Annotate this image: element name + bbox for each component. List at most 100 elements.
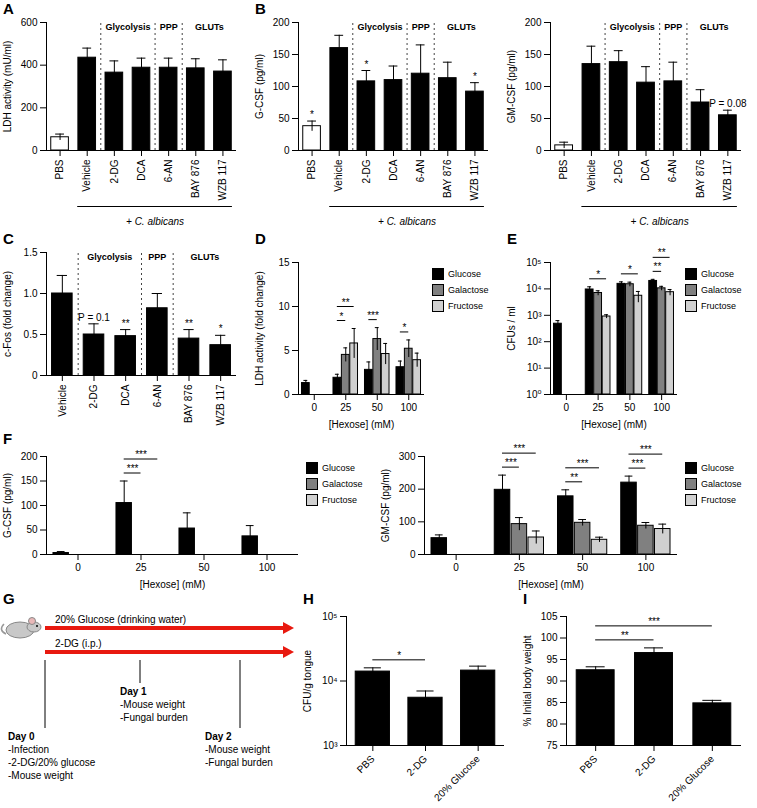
svg-text:2-DG (i.p.): 2-DG (i.p.) — [55, 638, 102, 649]
svg-text:PBS: PBS — [577, 753, 599, 775]
svg-text:**: ** — [342, 297, 350, 308]
svg-text:GM-CSF (pg/ml): GM-CSF (pg/ml) — [380, 469, 391, 542]
svg-text:10⁴: 10⁴ — [322, 675, 337, 686]
svg-text:Day 0: Day 0 — [8, 731, 35, 742]
svg-text:0: 0 — [32, 145, 38, 156]
svg-text:**: ** — [653, 261, 661, 272]
svg-text:**: ** — [570, 472, 578, 483]
svg-text:CFUs / ml: CFUs / ml — [506, 306, 517, 350]
svg-text:2-DG: 2-DG — [404, 753, 429, 778]
svg-text:Glycolysis: Glycolysis — [610, 22, 655, 32]
svg-text:WZB 117: WZB 117 — [469, 159, 480, 200]
svg-text:0: 0 — [536, 145, 542, 156]
svg-text:Vehicle: Vehicle — [57, 384, 68, 417]
svg-text:200: 200 — [525, 17, 542, 28]
svg-text:90: 90 — [546, 675, 558, 686]
svg-text:PPP: PPP — [148, 252, 166, 262]
svg-text:85: 85 — [546, 697, 558, 708]
svg-text:GLUTs: GLUTs — [700, 22, 729, 32]
svg-text:P = 0.1: P = 0.1 — [78, 312, 110, 323]
svg-text:GLUTs: GLUTs — [447, 22, 476, 32]
svg-text:LDH activity (fold change): LDH activity (fold change) — [254, 271, 265, 386]
svg-text:10⁰: 10⁰ — [526, 389, 541, 400]
svg-text:6-AN: 6-AN — [667, 160, 678, 183]
svg-text:-Fungal burden: -Fungal burden — [205, 757, 273, 768]
svg-text:[Hexose] (mM): [Hexose] (mM) — [329, 419, 395, 430]
svg-text:0: 0 — [284, 389, 290, 400]
svg-text:200: 200 — [21, 451, 38, 462]
svg-text:***: *** — [367, 310, 379, 321]
svg-text:1.5: 1.5 — [24, 247, 38, 258]
svg-text:WZB 117: WZB 117 — [217, 159, 228, 200]
svg-text:100: 100 — [273, 81, 290, 92]
svg-text:Day 2: Day 2 — [205, 731, 232, 742]
svg-text:300: 300 — [399, 451, 416, 462]
svg-text:BAY 876: BAY 876 — [442, 159, 453, 198]
svg-text:Glycolysis: Glycolysis — [87, 252, 132, 262]
svg-text:*: * — [596, 269, 600, 280]
svg-text:105: 105 — [541, 611, 558, 622]
svg-text:0: 0 — [564, 402, 570, 413]
svg-text:P = 0.08: P = 0.08 — [709, 98, 747, 109]
svg-text:PBS: PBS — [54, 159, 65, 179]
svg-text:WZB 117: WZB 117 — [722, 159, 733, 200]
svg-text:Vehicle: Vehicle — [333, 159, 344, 192]
svg-text:6-AN: 6-AN — [163, 160, 174, 183]
svg-text:20% Glucose: 20% Glucose — [432, 753, 482, 803]
svg-text:100: 100 — [638, 562, 655, 573]
svg-text:75: 75 — [546, 740, 558, 751]
svg-text:PBS: PBS — [306, 159, 317, 179]
svg-text:200: 200 — [399, 483, 416, 494]
svg-text:% Initial body weight: % Initial body weight — [522, 635, 533, 726]
svg-text:BAY 876: BAY 876 — [695, 159, 706, 198]
svg-text:25: 25 — [593, 402, 605, 413]
svg-text:[Hexose] (mM): [Hexose] (mM) — [518, 579, 584, 590]
svg-text:+ C. albicans: + C. albicans — [126, 216, 184, 227]
svg-text:***: *** — [505, 457, 517, 468]
svg-text:6-AN: 6-AN — [415, 160, 426, 183]
svg-text:25: 25 — [340, 402, 352, 413]
svg-text:20% Glucose (drinking water): 20% Glucose (drinking water) — [55, 614, 186, 625]
svg-text:10⁴: 10⁴ — [526, 283, 541, 294]
svg-text:**: ** — [122, 318, 130, 329]
svg-text:-Mouse weight: -Mouse weight — [120, 699, 185, 710]
svg-text:150: 150 — [525, 49, 542, 60]
svg-text:GM-CSF (pg/ml): GM-CSF (pg/ml) — [506, 50, 517, 123]
svg-text:95: 95 — [546, 654, 558, 665]
svg-text:20% Glucose: 20% Glucose — [666, 753, 716, 803]
svg-text:1.0: 1.0 — [24, 288, 38, 299]
svg-text:**: ** — [621, 630, 629, 641]
svg-text:50: 50 — [577, 562, 589, 573]
svg-text:100: 100 — [525, 81, 542, 92]
svg-text:100: 100 — [541, 632, 558, 643]
svg-text:BAY 876: BAY 876 — [183, 384, 194, 423]
svg-text:25: 25 — [514, 562, 526, 573]
svg-text:***: *** — [135, 449, 147, 460]
svg-text:**: ** — [658, 247, 666, 258]
svg-text:*: * — [364, 59, 368, 70]
svg-text:50: 50 — [198, 562, 210, 573]
svg-text:GLUTs: GLUTs — [190, 252, 219, 262]
svg-text:400: 400 — [21, 59, 38, 70]
svg-text:50: 50 — [278, 113, 290, 124]
svg-text:***: *** — [648, 616, 660, 627]
svg-text:*: * — [403, 322, 407, 333]
svg-text:PPP: PPP — [160, 22, 178, 32]
svg-text:0: 0 — [453, 562, 459, 573]
svg-text:***: *** — [514, 443, 526, 454]
svg-text:10: 10 — [278, 301, 290, 312]
svg-text:***: *** — [577, 458, 589, 469]
svg-text:10³: 10³ — [323, 740, 338, 751]
svg-text:100: 100 — [259, 562, 276, 573]
svg-text:*: * — [397, 650, 401, 661]
svg-text:-Fungal burden: -Fungal burden — [120, 712, 188, 723]
svg-text:WZB 117: WZB 117 — [215, 384, 226, 425]
svg-text:10¹: 10¹ — [527, 362, 542, 373]
svg-text:CFU/g tongue: CFU/g tongue — [302, 649, 313, 712]
svg-text:0: 0 — [32, 549, 38, 560]
svg-text:***: *** — [127, 463, 139, 474]
svg-text:Glycolysis: Glycolysis — [105, 22, 150, 32]
svg-text:80: 80 — [546, 718, 558, 729]
svg-text:100: 100 — [653, 402, 670, 413]
svg-text:50: 50 — [26, 524, 38, 535]
